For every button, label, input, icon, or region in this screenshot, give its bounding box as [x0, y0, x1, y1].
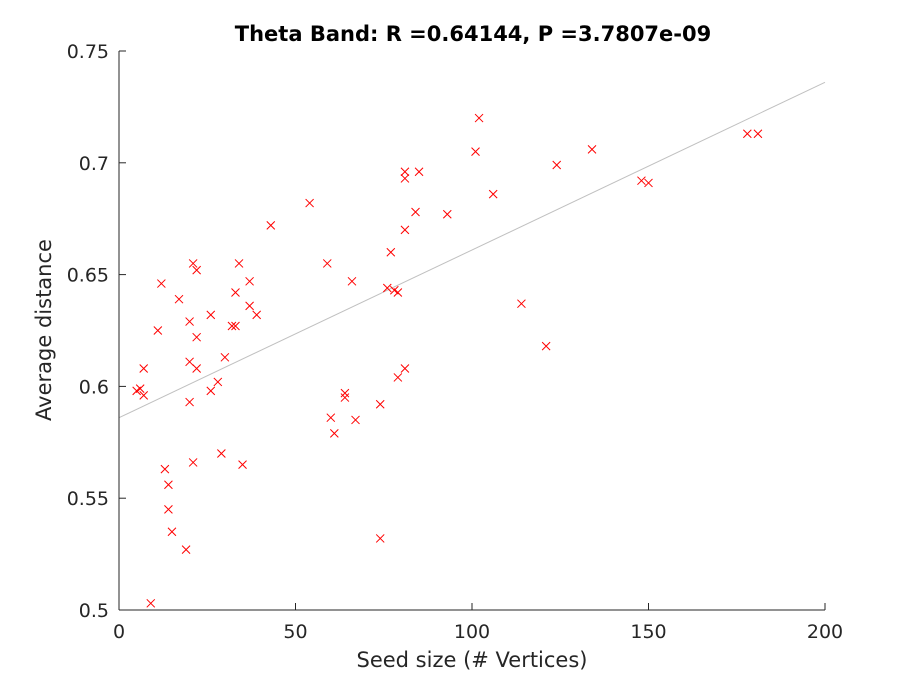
data-point: [139, 390, 149, 400]
data-point: [386, 247, 396, 257]
data-point: [135, 384, 145, 393]
regression-line: [118, 81, 826, 419]
data-point: [139, 364, 149, 373]
data-point: [164, 480, 173, 490]
data-point: [220, 352, 230, 362]
data-point: [231, 288, 240, 297]
data-point: [400, 225, 410, 235]
data-point: [238, 460, 247, 470]
x-tick-label: 100: [454, 621, 490, 643]
data-point: [206, 386, 216, 396]
data-point: [192, 332, 202, 342]
data-point: [185, 317, 194, 326]
data-point: [400, 364, 410, 373]
data-point: [181, 545, 191, 554]
data-point: [153, 326, 163, 335]
data-point: [245, 301, 254, 311]
y-tick-label: 0.75: [67, 41, 109, 63]
y-tick-label: 0.7: [79, 153, 109, 175]
data-point: [206, 310, 216, 320]
data-point: [488, 189, 498, 199]
data-point: [340, 388, 350, 398]
y-tick-label: 0.55: [67, 488, 109, 510]
data-point: [637, 176, 646, 186]
data-point: [160, 464, 170, 474]
data-point: [347, 276, 357, 286]
y-tick-label: 0.5: [79, 600, 109, 622]
data-point: [234, 259, 244, 268]
data-point: [305, 198, 314, 208]
data-point: [174, 294, 184, 304]
x-axis-label: Seed size (# Vertices): [357, 648, 588, 672]
data-point: [266, 221, 276, 230]
data-point: [252, 310, 262, 320]
x-tick-label: 50: [283, 621, 307, 643]
data-point: [213, 377, 223, 387]
data-point: [442, 209, 452, 219]
x-tick-label: 150: [630, 621, 666, 643]
data-point: [411, 207, 420, 217]
y-tick-label: 0.65: [67, 265, 109, 287]
data-point: [164, 505, 173, 514]
data-point: [192, 364, 202, 373]
data-point: [329, 429, 339, 438]
data-point: [382, 283, 392, 293]
axes: 0 50 100 150 200 0.5 0.55 0.6 0.65 0.7 0.75: [67, 41, 843, 643]
data-point: [192, 265, 202, 275]
y-tick-label: 0.6: [79, 376, 109, 398]
data-point: [146, 598, 156, 608]
data-point: [400, 174, 410, 183]
x-tick-label: 0: [113, 621, 125, 643]
data-point: [541, 341, 551, 351]
data-point: [742, 129, 752, 139]
chart-title: Theta Band: R =0.64144, P =3.7807e-09: [235, 22, 711, 46]
data-point: [188, 458, 198, 467]
data-point: [351, 415, 360, 425]
data-point: [188, 259, 198, 268]
data-point: [185, 397, 194, 407]
data-point: [393, 288, 403, 297]
data-point: [414, 167, 424, 177]
data-point: [587, 145, 597, 154]
plot-area: [119, 51, 825, 610]
data-point: [644, 178, 653, 188]
y-axis-label: Average distance: [32, 239, 56, 421]
data-points: [132, 113, 763, 608]
data-point: [400, 167, 410, 177]
data-point: [517, 299, 526, 309]
data-point: [231, 321, 240, 331]
data-point: [375, 399, 385, 409]
fit-line-layer: [118, 81, 826, 419]
data-point: [227, 321, 237, 331]
x-tick-label: 200: [807, 621, 843, 643]
data-point: [326, 413, 336, 423]
data-point: [474, 113, 484, 123]
data-point: [322, 259, 332, 268]
data-point: [753, 129, 763, 139]
data-point: [157, 279, 166, 288]
data-point: [471, 147, 480, 156]
data-point: [552, 160, 562, 170]
data-point: [167, 527, 177, 537]
data-point: [185, 357, 194, 367]
data-point: [340, 393, 350, 402]
data-point: [375, 534, 385, 543]
data-point: [245, 276, 254, 286]
data-point: [393, 373, 403, 382]
data-point: [217, 449, 226, 458]
